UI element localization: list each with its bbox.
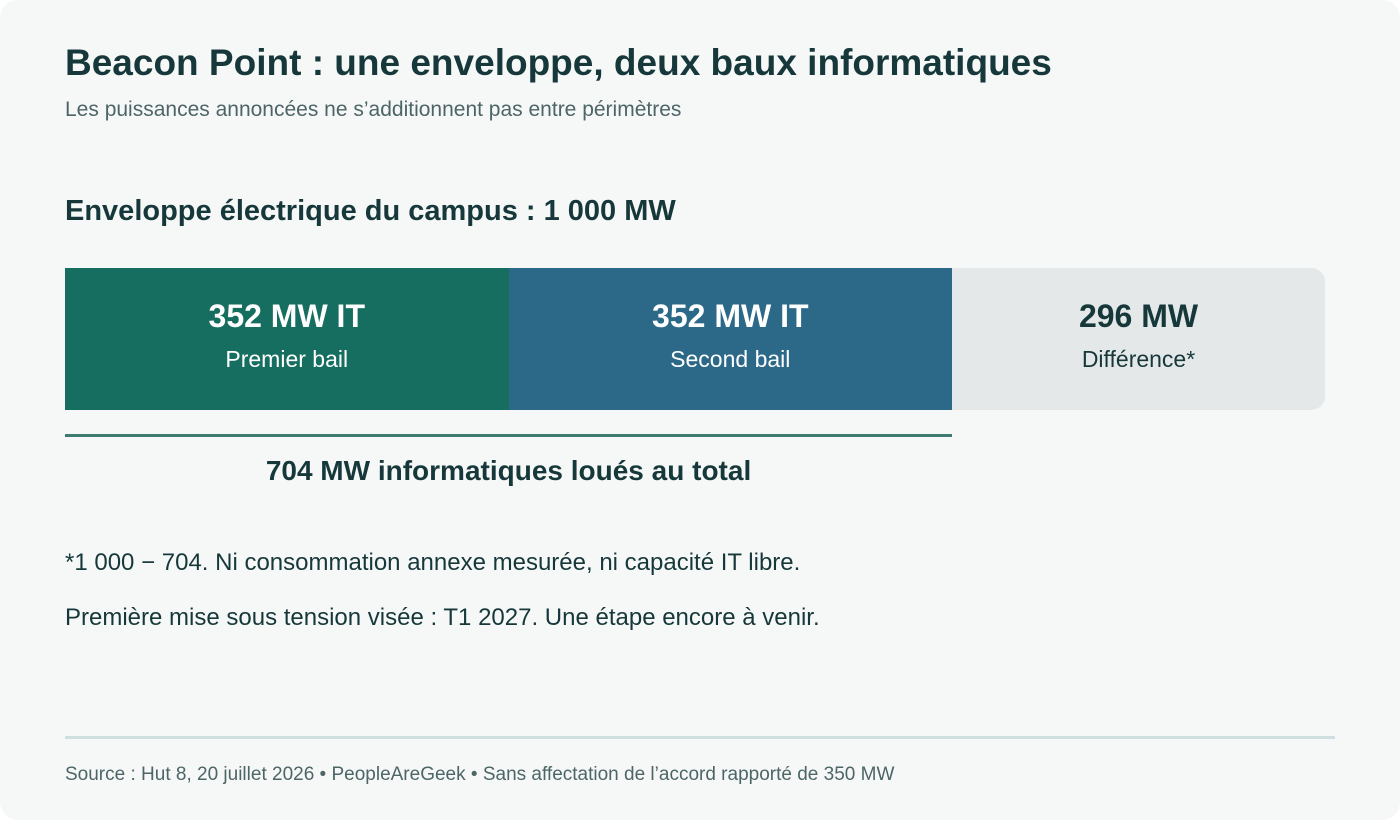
page-title: Beacon Point : une enveloppe, deux baux … [65,42,1052,83]
bar-segment-3: 296 MW Différence* [952,268,1325,410]
footer-divider [65,736,1335,739]
bar-segment-label: Différence* [1081,346,1196,372]
envelope-heading: Enveloppe électrique du campus : 1 000 M… [65,195,676,227]
bar-segment-label: Second bail [670,346,791,372]
bar-segment-value: 296 MW [1078,298,1199,334]
bar-segment-value: 352 MW IT [652,298,809,334]
source-footer: Source : Hut 8, 20 juillet 2026 • People… [65,764,895,785]
bar-segment-label: Premier bail [225,346,349,372]
leased-total-label: 704 MW informatiques loués au total [265,455,752,486]
footnote-difference: *1 000 − 704. Ni consommation annexe mes… [65,549,801,576]
page-subtitle: Les puissances annoncées ne s’additionne… [65,98,682,121]
bar-segment-value: 352 MW IT [208,298,365,334]
leased-total-bracket [65,434,953,437]
bar-segment-1: 352 MW IT Premier bail [65,268,509,410]
note-energization: Première mise sous tension visée : T1 20… [65,604,820,631]
stacked-power-bar: 352 MW IT Premier bail 352 MW IT Second bai… [65,268,1325,410]
bar-segment-2: 352 MW IT Second bail [508,268,953,410]
